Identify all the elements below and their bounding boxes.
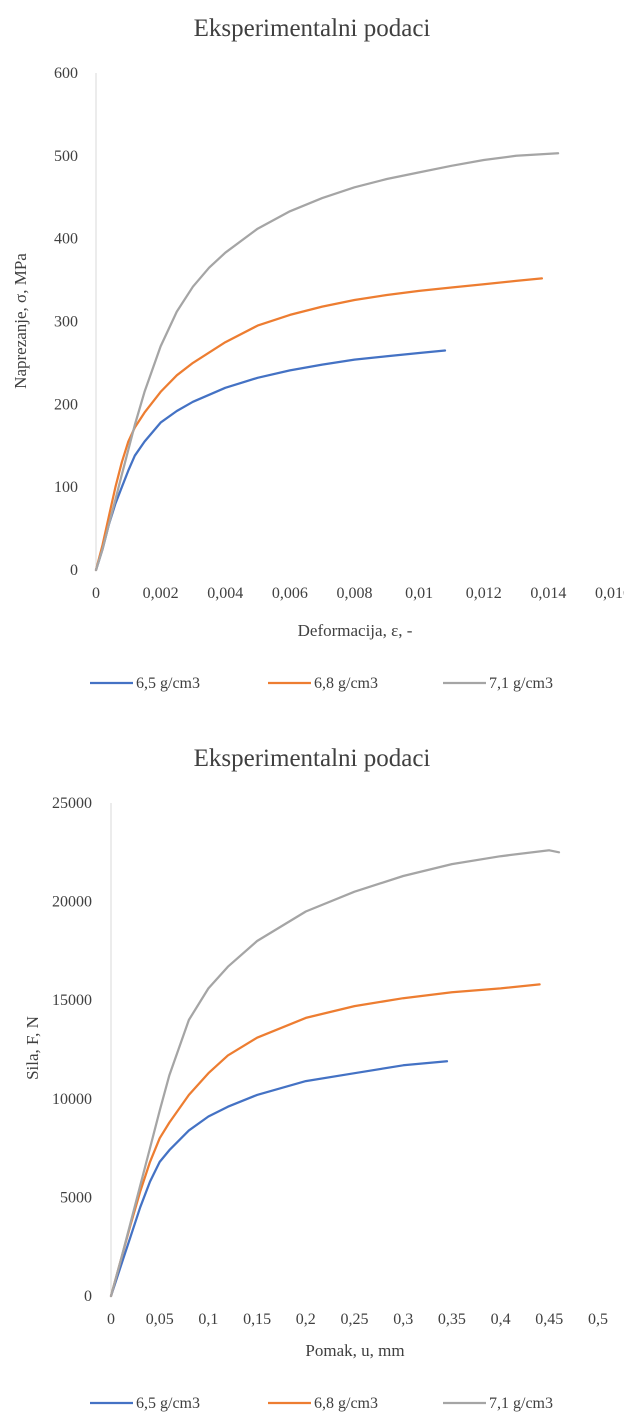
y-tick-labels: 0 5000 10000 15000 20000 25000 (52, 795, 92, 1305)
series-line-2 (109, 983, 541, 1298)
series-line-3 (94, 152, 560, 572)
y-tick-label: 15000 (52, 992, 92, 1009)
x-tick-label: 0,014 (530, 585, 566, 602)
y-tick-label: 0 (70, 562, 78, 579)
legend-label: 7,1 g/cm3 (489, 1395, 553, 1412)
x-tick-label: 0,01 (405, 585, 433, 602)
y-axis-label: Sila, F, N (23, 1016, 42, 1080)
y-tick-label: 500 (54, 148, 78, 165)
x-tick-label: 0,006 (272, 585, 308, 602)
x-tick-label: 0,05 (146, 1311, 174, 1328)
x-tick-label: 0,35 (438, 1311, 466, 1328)
legend-label: 6,5 g/cm3 (136, 1395, 200, 1412)
x-tick-label: 0,25 (341, 1311, 369, 1328)
y-tick-labels: 0 100 200 300 400 500 600 (54, 65, 78, 579)
x-tick-label: 0 (107, 1311, 115, 1328)
legend-label: 6,5 g/cm3 (136, 675, 200, 692)
y-tick-label: 0 (84, 1288, 92, 1305)
y-tick-label: 100 (54, 479, 78, 496)
y-tick-label: 20000 (52, 894, 92, 911)
y-tick-label: 600 (54, 65, 78, 82)
chart-stress-strain: Eksperimentalni podaci 0 100 200 300 400 500 6… (11, 15, 624, 692)
x-tick-label: 0,45 (535, 1311, 563, 1328)
x-tick-label: 0,4 (491, 1311, 511, 1328)
legend-label: 7,1 g/cm3 (489, 675, 553, 692)
x-tick-label: 0 (92, 585, 100, 602)
x-tick-label: 0,2 (296, 1311, 316, 1328)
legend-label: 6,8 g/cm3 (314, 675, 378, 692)
series-line-3 (109, 849, 561, 1298)
series-group (109, 849, 561, 1298)
x-tick-label: 0,3 (393, 1311, 413, 1328)
x-tick-label: 0,004 (207, 585, 243, 602)
y-tick-label: 300 (54, 314, 78, 331)
y-tick-label: 200 (54, 396, 78, 413)
x-axis-label: Deformacija, ε, - (298, 621, 413, 640)
legend-label: 6,8 g/cm3 (314, 1395, 378, 1412)
chart-force-displacement: Eksperimentalni podaci 0 5000 10000 15000 20… (23, 745, 608, 1412)
x-tick-label: 0,5 (588, 1311, 608, 1328)
y-tick-label: 400 (54, 231, 78, 248)
legend: 6,5 g/cm3 6,8 g/cm3 7,1 g/cm3 (90, 1395, 553, 1412)
y-tick-label: 5000 (60, 1189, 92, 1206)
chart-title: Eksperimentalni podaci (194, 15, 431, 42)
x-tick-label: 0,1 (198, 1311, 218, 1328)
x-tick-label: 0,012 (466, 585, 502, 602)
x-tick-label: 0,002 (143, 585, 179, 602)
x-tick-label: 0,008 (337, 585, 373, 602)
x-axis-label: Pomak, u, mm (305, 1341, 404, 1360)
y-tick-label: 25000 (52, 795, 92, 812)
x-tick-label: 0,016 (595, 585, 624, 602)
series-line-2 (94, 277, 544, 572)
x-tick-labels: 0 0,002 0,004 0,006 0,008 0,01 0,012 0,014 0,016 (92, 585, 624, 602)
series-group (94, 152, 560, 572)
legend: 6,5 g/cm3 6,8 g/cm3 7,1 g/cm3 (90, 675, 553, 692)
chart-title: Eksperimentalni podaci (194, 745, 431, 772)
y-tick-label: 10000 (52, 1091, 92, 1108)
x-tick-labels: 0 0,05 0,1 0,15 0,2 0,25 0,3 0,35 0,4 0,45 0,5 (107, 1311, 608, 1328)
y-axis-label: Naprezanje, σ, MPa (11, 253, 30, 389)
series-line-1 (109, 1060, 449, 1298)
x-tick-label: 0,15 (243, 1311, 271, 1328)
